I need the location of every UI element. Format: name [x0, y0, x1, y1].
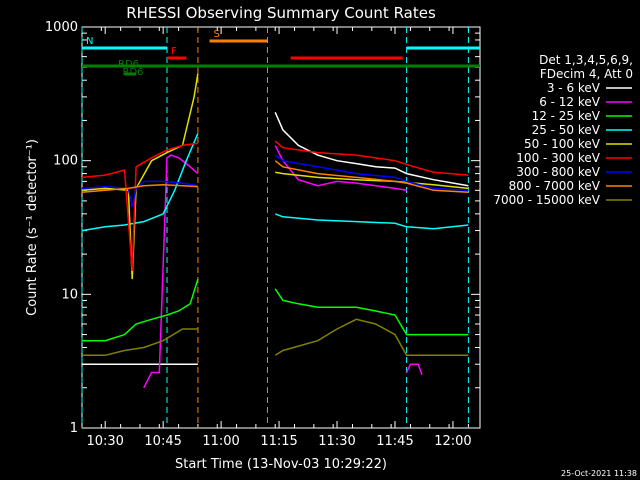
legend-entry: 100 - 300 keV: [516, 151, 600, 165]
y-tick-label: 10: [61, 287, 78, 302]
series-line-25-50keV: [274, 213, 469, 230]
series-line-7000-15000keV: [82, 328, 198, 357]
legend-entry: 50 - 100 keV: [524, 137, 601, 151]
chart-title: RHESSI Observing Summary Count Rates: [126, 4, 436, 22]
y-tick-label: 1: [70, 421, 78, 436]
series-line-300-800keV: [81, 180, 199, 208]
y-tick-label: 1000: [45, 20, 78, 35]
series-line-6-12keV: [274, 145, 407, 192]
legend-header: FDecim 4, Att 0: [540, 67, 633, 81]
y-axis-label: Count Rate (s⁻¹ detector⁻¹): [25, 139, 40, 316]
series-line-100-300keV: [274, 140, 469, 176]
x-tick-label: 10:45: [144, 434, 181, 449]
flag-label: N: [86, 36, 93, 47]
series-line-12-25keV: [274, 288, 469, 336]
series-line-800-7000keV: [274, 160, 469, 194]
legend-entry: 800 - 7000 keV: [509, 179, 601, 193]
flag-label: S: [214, 29, 220, 40]
series-line-50-100keV: [275, 171, 469, 190]
x-tick-label: 11:15: [260, 434, 297, 449]
series-line-300-800keV: [274, 154, 469, 192]
series-line-6-12keV: [405, 363, 423, 376]
x-axis-label: Start Time (13-Nov-03 10:29:22): [175, 457, 387, 472]
series-line-6-12keV: [143, 154, 199, 389]
legend-entry: 7000 - 15000 keV: [493, 193, 600, 207]
flag-label: RD6: [118, 59, 139, 70]
flag-label: RD6: [123, 67, 144, 78]
series-line-3-6keV: [274, 111, 469, 187]
y-tick-label: 100: [53, 154, 78, 169]
x-tick-label: 10:30: [86, 434, 123, 449]
x-tick-label: 11:45: [376, 434, 413, 449]
series-line-100-300keV: [81, 142, 199, 271]
legend-entry: 12 - 25 keV: [532, 109, 601, 123]
legend-entry: 25 - 50 keV: [532, 123, 601, 137]
x-tick-label: 11:30: [318, 434, 355, 449]
series-line-25-50keV: [81, 133, 199, 232]
legend-header: Det 1,3,4,5,6,9,: [539, 53, 633, 67]
footer-date: 25-Oct-2021 11:38: [561, 469, 637, 478]
series-line-12-25keV: [82, 278, 199, 342]
series-line-800-7000keV: [81, 184, 198, 194]
legend-entry: 6 - 12 keV: [539, 95, 601, 109]
x-tick-label: 11:00: [202, 434, 239, 449]
legend-entry: 3 - 6 keV: [547, 81, 601, 95]
x-tick-label: 12:00: [434, 434, 471, 449]
series-line-7000-15000keV: [274, 318, 469, 357]
legend-entry: 300 - 800 keV: [516, 165, 600, 179]
flag-label: F: [171, 46, 177, 57]
